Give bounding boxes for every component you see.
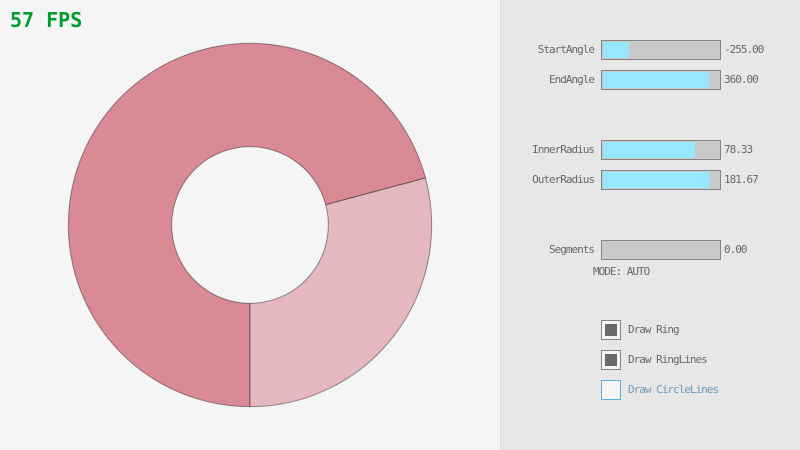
innerradius-value: 78.33: [724, 143, 753, 156]
endangle-label: EndAngle: [549, 73, 595, 86]
slider-row-outerradius: OuterRadius 181.67: [501, 170, 800, 190]
innerradius-slider-fill: [603, 142, 696, 158]
endangle-value: 360.00: [724, 73, 759, 86]
startangle-value: -255.00: [724, 43, 764, 56]
outerradius-value: 181.67: [724, 173, 759, 186]
segments-mode-label: MODE: AUTO: [593, 265, 650, 278]
segments-value: 0.00: [724, 243, 747, 256]
slider-row-startangle: StartAngle -255.00: [501, 40, 800, 60]
draw-circlelines-checkbox[interactable]: [601, 380, 621, 400]
segments-label: Segments: [549, 243, 595, 256]
ring-sector-dark: [67, 42, 427, 408]
outerradius-slider[interactable]: [601, 170, 721, 190]
checkbox-row-draw-circlelines: Draw CircleLines: [501, 380, 800, 400]
startangle-label: StartAngle: [537, 43, 595, 56]
slider-row-innerradius: InnerRadius 78.33: [501, 140, 800, 160]
endangle-slider-fill: [603, 72, 710, 88]
controls-panel: StartAngle -255.00 EndAngle 360.00 Inner…: [500, 0, 800, 450]
draw-circlelines-label: Draw CircleLines: [628, 383, 719, 396]
startangle-slider[interactable]: [601, 40, 721, 60]
slider-row-endangle: EndAngle 360.00: [501, 70, 800, 90]
draw-ringlines-checkbox[interactable]: [601, 350, 621, 370]
segments-slider[interactable]: [601, 240, 721, 260]
outerradius-label: OuterRadius: [532, 173, 595, 186]
outerradius-slider-fill: [603, 172, 711, 188]
startangle-slider-fill: [603, 42, 629, 58]
draw-ring-checkbox[interactable]: [601, 320, 621, 340]
draw-ring-label: Draw Ring: [628, 323, 680, 336]
ring-canvas: [67, 42, 433, 408]
checkbox-row-draw-ringlines: Draw RingLines: [501, 350, 800, 370]
endangle-slider[interactable]: [601, 70, 721, 90]
draw-ringlines-checkmark: [605, 354, 617, 366]
innerradius-slider[interactable]: [601, 140, 721, 160]
ring-sector-light: [249, 177, 433, 408]
slider-row-segments: Segments 0.00: [501, 240, 800, 260]
checkbox-row-draw-ring: Draw Ring: [501, 320, 800, 340]
draw-ring-checkmark: [605, 324, 617, 336]
innerradius-label: InnerRadius: [532, 143, 595, 156]
fps-counter: 57 FPS: [10, 8, 83, 32]
draw-ringlines-label: Draw RingLines: [628, 353, 708, 366]
